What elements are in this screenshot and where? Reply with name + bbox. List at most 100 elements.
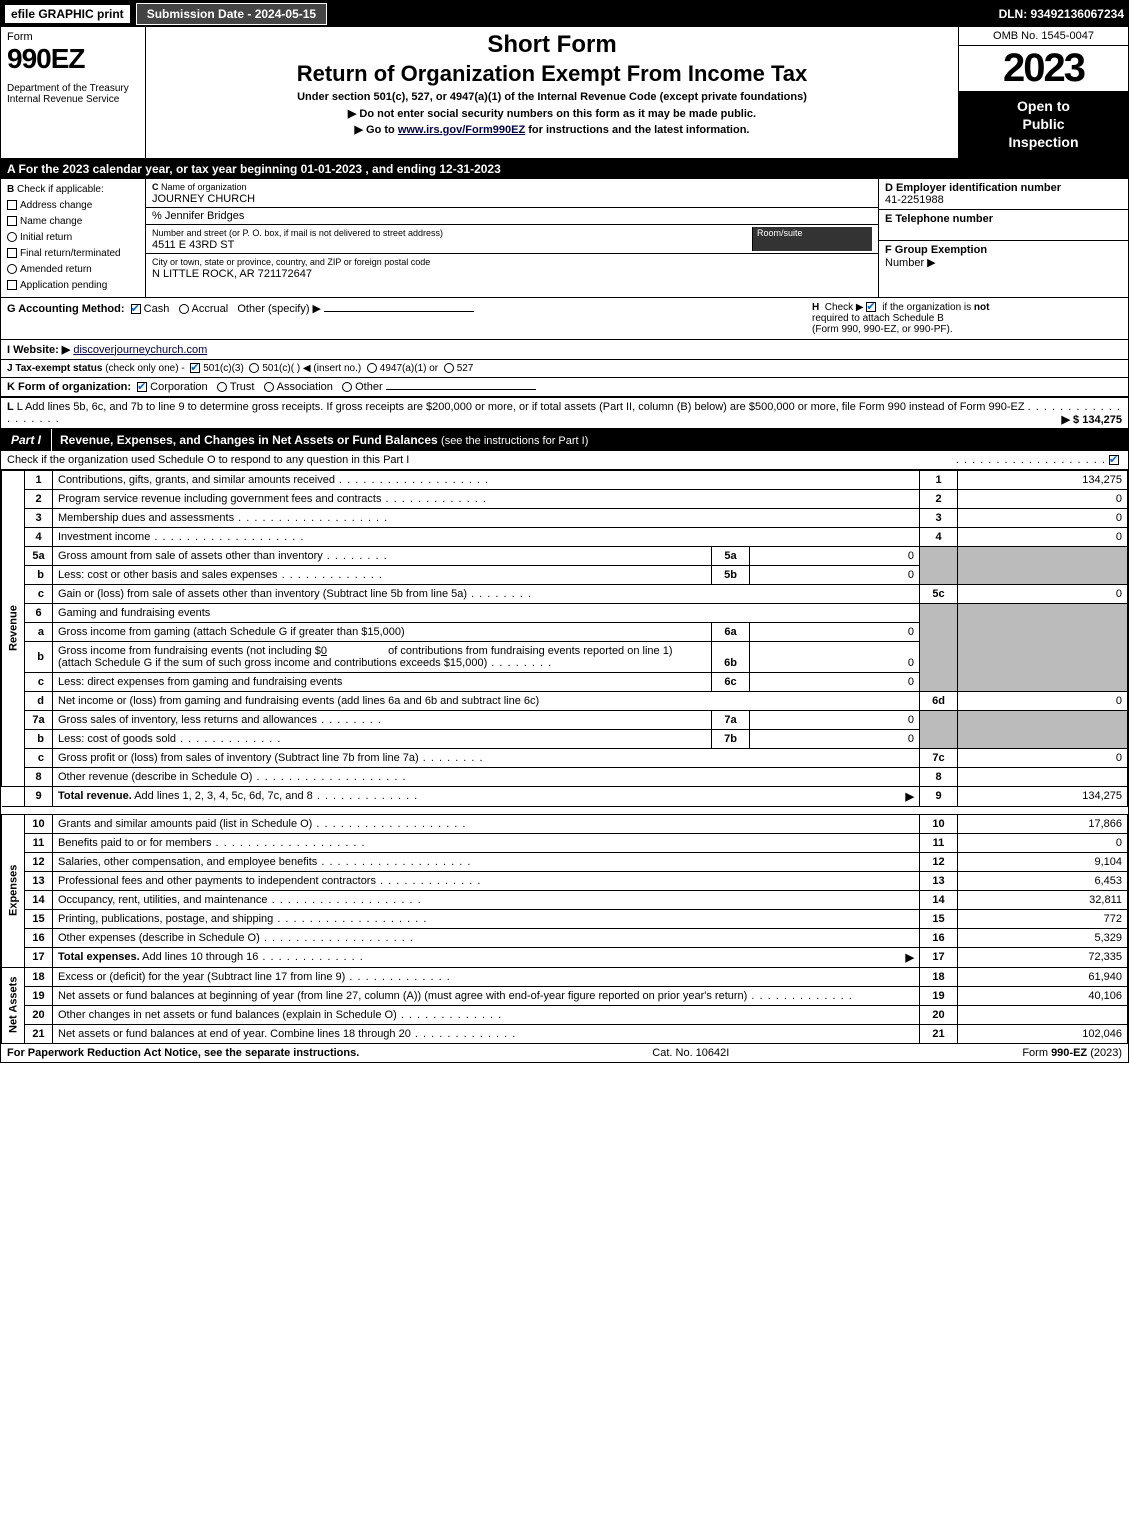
- line-3-desc: Membership dues and assessments: [53, 508, 920, 527]
- line-7b-desc: Less: cost of goods sold: [53, 729, 712, 748]
- efile-print-button[interactable]: efile GRAPHIC print: [5, 5, 130, 23]
- org-name: JOURNEY CHURCH: [152, 193, 255, 205]
- row-j-tax-exempt: J Tax-exempt status (check only one) - 5…: [1, 359, 1128, 377]
- expenses-vert-label: Expenses: [2, 814, 25, 967]
- line-1-val: 134,275: [958, 470, 1128, 489]
- addr-label: Number and street (or P. O. box, if mail…: [152, 228, 443, 238]
- h-text4: required to attach Schedule B: [812, 313, 944, 324]
- line-6b-mid: 6b: [712, 641, 750, 672]
- line-16-desc: Other expenses (describe in Schedule O): [53, 928, 920, 947]
- section-b: B Check if applicable: Address change Na…: [1, 179, 146, 297]
- line-5b-mid: 5b: [712, 565, 750, 584]
- irs-label: Internal Revenue Service: [7, 94, 139, 105]
- part-1-sub: (see the instructions for Part I): [441, 435, 588, 447]
- line-6c-midval: 0: [750, 672, 920, 691]
- check-association[interactable]: [264, 382, 274, 392]
- line-5a-mid: 5a: [712, 546, 750, 565]
- check-address-change[interactable]: Address change: [7, 198, 139, 213]
- j-501c: 501(c)( ) ◀ (insert no.): [262, 363, 361, 374]
- other-label: Other (specify) ▶: [237, 303, 321, 315]
- line-3-val: 0: [958, 508, 1128, 527]
- line-4-rnum: 4: [920, 527, 958, 546]
- ein: 41-2251988: [885, 194, 944, 206]
- short-form-title: Short Form: [154, 31, 950, 59]
- page-footer: For Paperwork Reduction Act Notice, see …: [1, 1044, 1128, 1062]
- line-7c-val: 0: [958, 748, 1128, 767]
- line-7a-desc: Gross sales of inventory, less returns a…: [53, 710, 712, 729]
- line-2-desc: Program service revenue including govern…: [53, 489, 920, 508]
- b-label: B: [7, 184, 14, 195]
- other-org-field[interactable]: [386, 389, 536, 390]
- line-8-rnum: 8: [920, 767, 958, 786]
- line-14-num: 14: [25, 890, 53, 909]
- line-3-num: 3: [25, 508, 53, 527]
- check-501c[interactable]: [249, 363, 259, 373]
- check-trust[interactable]: [217, 382, 227, 392]
- line-13-rnum: 13: [920, 871, 958, 890]
- insp2: Public: [1022, 116, 1064, 132]
- line-16-val: 5,329: [958, 928, 1128, 947]
- line-7a-num: 7a: [25, 710, 53, 729]
- check-cash[interactable]: [131, 304, 141, 314]
- check-accrual[interactable]: [179, 304, 189, 314]
- h-label: H: [812, 302, 819, 313]
- line-8-desc: Other revenue (describe in Schedule O): [53, 767, 920, 786]
- j-label: J Tax-exempt status: [7, 363, 102, 374]
- paperwork-notice: For Paperwork Reduction Act Notice, see …: [7, 1047, 359, 1059]
- website-link[interactable]: discoverjourneychurch.com: [73, 344, 207, 356]
- line-5c-val: 0: [958, 584, 1128, 603]
- line-5c-num: c: [25, 584, 53, 603]
- line-6b-desc: Gross income from fundraising events (no…: [53, 641, 712, 672]
- line-7a-midval: 0: [750, 710, 920, 729]
- c-name-label: Name of organization: [161, 182, 247, 192]
- section-bcdef: B Check if applicable: Address change Na…: [1, 179, 1128, 298]
- check-amended-return[interactable]: Amended return: [7, 262, 139, 277]
- line-9-num: 9: [25, 786, 53, 806]
- check-schedule-o[interactable]: [1109, 455, 1119, 465]
- line-6a-num: a: [25, 622, 53, 641]
- line-6d-desc: Net income or (loss) from gaming and fun…: [53, 691, 920, 710]
- line-15-desc: Printing, publications, postage, and shi…: [53, 909, 920, 928]
- line-15-rnum: 15: [920, 909, 958, 928]
- line-4-desc: Investment income: [53, 527, 920, 546]
- header-right: OMB No. 1545-0047 2023 Open to Public In…: [958, 27, 1128, 158]
- k-assoc: Association: [277, 381, 333, 393]
- line-18-val: 61,940: [958, 967, 1128, 986]
- h-text5: (Form 990, 990-EZ, or 990-PF).: [812, 324, 953, 335]
- line-21-rnum: 21: [920, 1024, 958, 1043]
- check-initial-return[interactable]: Initial return: [7, 230, 139, 245]
- line-6-num: 6: [25, 603, 53, 622]
- check-schedule-b[interactable]: [866, 302, 876, 312]
- row-k-org-form: K Form of organization: Corporation Trus…: [1, 377, 1128, 397]
- line-10-desc: Grants and similar amounts paid (list in…: [53, 814, 920, 833]
- line-4-val: 0: [958, 527, 1128, 546]
- other-specify-field[interactable]: [324, 311, 474, 312]
- line-17-rnum: 17: [920, 947, 958, 967]
- netassets-vert-label: Net Assets: [2, 967, 25, 1043]
- return-title: Return of Organization Exempt From Incom…: [154, 61, 950, 87]
- section-c: C Name of organization JOURNEY CHURCH % …: [146, 179, 878, 297]
- line-21-desc: Net assets or fund balances at end of ye…: [53, 1024, 920, 1043]
- cash-label: Cash: [144, 303, 170, 315]
- line-7b-midval: 0: [750, 729, 920, 748]
- check-527[interactable]: [444, 363, 454, 373]
- check-4947[interactable]: [367, 363, 377, 373]
- form-number: 990EZ: [7, 43, 139, 75]
- l-amount: 134,275: [1082, 414, 1122, 426]
- check-final-return[interactable]: Final return/terminated: [7, 246, 139, 261]
- check-application-pending[interactable]: Application pending: [7, 278, 139, 293]
- line-20-val: [958, 1005, 1128, 1024]
- check-o-text: Check if the organization used Schedule …: [7, 454, 409, 466]
- check-corporation[interactable]: [137, 382, 147, 392]
- check-other-org[interactable]: [342, 382, 352, 392]
- line-7c-rnum: 7c: [920, 748, 958, 767]
- f-number-label: Number ▶: [885, 257, 936, 269]
- section-h: H Check ▶ if the organization is not req…: [812, 302, 1122, 335]
- line-16-rnum: 16: [920, 928, 958, 947]
- check-name-change[interactable]: Name change: [7, 214, 139, 229]
- irs-link[interactable]: www.irs.gov/Form990EZ: [398, 124, 525, 136]
- part-1-label: Part I: [1, 429, 52, 451]
- check-501c3[interactable]: [190, 363, 200, 373]
- part-1-title: Revenue, Expenses, and Changes in Net As…: [52, 429, 1128, 451]
- k-trust: Trust: [230, 381, 255, 393]
